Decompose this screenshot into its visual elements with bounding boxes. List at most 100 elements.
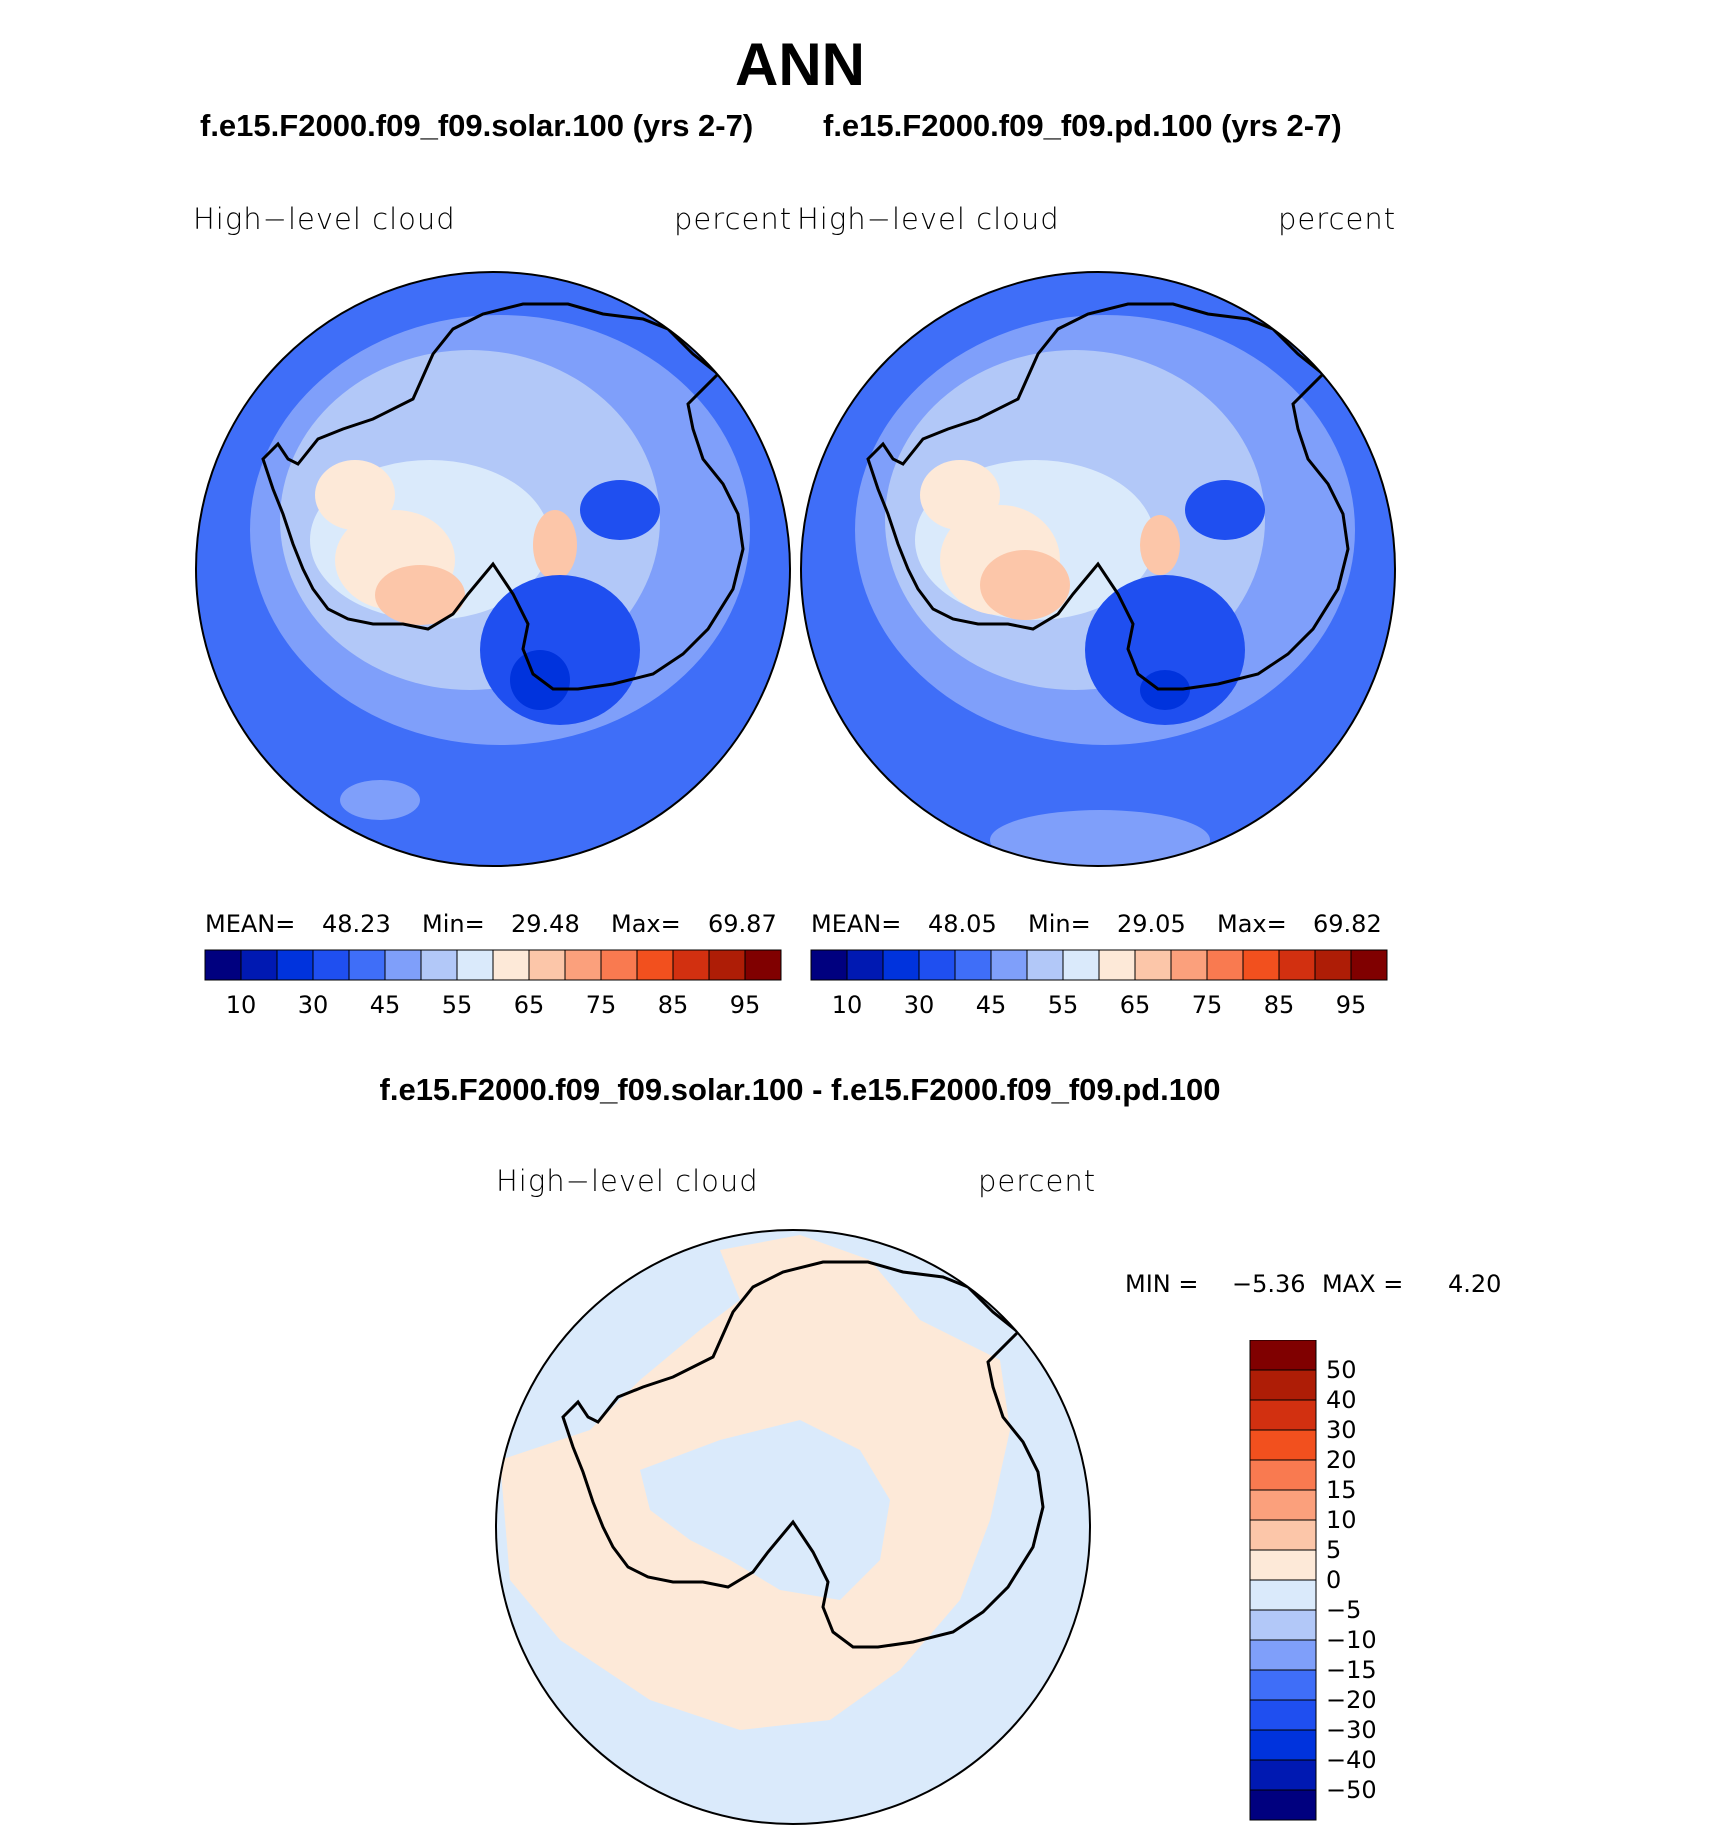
colorbar-right-swatch: [846, 949, 884, 981]
right-max-value: 69.82: [1313, 910, 1382, 938]
diff-min-value: −5.36: [1232, 1270, 1306, 1298]
diff-colorbar-swatch: [1249, 1519, 1317, 1551]
diff-colorbar-swatch: [1249, 1789, 1317, 1821]
colorbar-left-swatch: [456, 949, 494, 981]
colorbar-right-swatch: [1170, 949, 1208, 981]
colorbar-left-tick: 95: [730, 991, 761, 1019]
colorbar-right-tick: 45: [976, 991, 1007, 1019]
map-diff-border: [495, 1229, 1091, 1825]
right-mean-value: 48.05: [928, 910, 997, 938]
diff-max-value: 4.20: [1448, 1270, 1502, 1298]
colorbar-left-swatch: [312, 949, 350, 981]
diff-colorbar-swatch: [1249, 1639, 1317, 1671]
map-right-deep-east: [1185, 480, 1265, 540]
diff-variable: High−level cloud: [496, 1164, 759, 1198]
colorbar-left-swatch: [672, 949, 710, 981]
diff-colorbar-tick: −10: [1326, 1626, 1377, 1654]
colorbar-right-swatch: [990, 949, 1028, 981]
left-min-value: 29.48: [511, 910, 580, 938]
colorbar-right-tick: 65: [1120, 991, 1151, 1019]
case-title-left: f.e15.F2000.f09_f09.solar.100 (yrs 2-7): [200, 108, 754, 143]
diff-colorbar-tick: −20: [1326, 1686, 1377, 1714]
colorbar-right-swatch: [810, 949, 848, 981]
colorbar-left-tick: 85: [658, 991, 689, 1019]
diff-colorbar-tick: −30: [1326, 1716, 1377, 1744]
map-left-border: [195, 271, 791, 867]
diff-colorbar-tick: 5: [1326, 1536, 1341, 1564]
colorbar-left-tick: 55: [442, 991, 473, 1019]
colorbar-left-swatch: [348, 949, 386, 981]
left-max-label: Max=: [611, 910, 681, 938]
map-right-warm-peninsula-north: [920, 460, 1000, 530]
colorbar-right-swatch: [1134, 949, 1172, 981]
colorbar-right-swatch: [954, 949, 992, 981]
map-left-deep-east: [580, 480, 660, 540]
colorbar-right-swatch: [1278, 949, 1316, 981]
case-title-right: f.e15.F2000.f09_f09.pd.100 (yrs 2-7): [823, 108, 1342, 143]
diff-colorbar-swatch: [1249, 1429, 1317, 1461]
colorbar-right-tick: 10: [832, 991, 863, 1019]
map-right-warm-spot: [1140, 515, 1180, 575]
colorbar-left-tick: 10: [226, 991, 257, 1019]
diff-colorbar-tick: −50: [1326, 1776, 1377, 1804]
colorbar-left-tick: 65: [514, 991, 545, 1019]
right-max-label: Max=: [1217, 910, 1287, 938]
colorbar-right-swatch: [1206, 949, 1244, 981]
diff-units: percent: [978, 1164, 1097, 1198]
diff-colorbar-tick: 10: [1326, 1506, 1357, 1534]
panel-right-variable: High−level cloud: [797, 202, 1060, 236]
colorbar-left-swatch: [636, 949, 674, 981]
right-min-value: 29.05: [1117, 910, 1186, 938]
diff-colorbar-tick: −40: [1326, 1746, 1377, 1774]
colorbar-left-swatch: [204, 949, 242, 981]
left-max-value: 69.87: [708, 910, 777, 938]
map-left-warm-peninsula-north: [315, 460, 395, 530]
diff-colorbar-swatch: [1249, 1369, 1317, 1401]
left-mean-label: MEAN=: [205, 910, 296, 938]
map-right-patch: [990, 810, 1210, 866]
colorbar-right-tick: 85: [1264, 991, 1295, 1019]
diff-colorbar-swatch: [1249, 1669, 1317, 1701]
panel-left-units: percent: [674, 202, 793, 236]
right-min-label: Min=: [1028, 910, 1091, 938]
map-left-warm-spot: [533, 510, 577, 580]
colorbar-right-swatch: [1098, 949, 1136, 981]
diff-colorbar-tick: −15: [1326, 1656, 1377, 1684]
panel-left-variable: High−level cloud: [193, 202, 456, 236]
colorbar-left-swatch: [276, 949, 314, 981]
diff-colorbar-tick: 40: [1326, 1386, 1357, 1414]
colorbar-right-swatch: [1350, 949, 1388, 981]
colorbar-left-swatch: [600, 949, 638, 981]
diff-colorbar-tick: 30: [1326, 1416, 1357, 1444]
map-right-deep-south: [1085, 575, 1245, 725]
colorbar-right-swatch: [918, 949, 956, 981]
colorbar-left-tick: 30: [298, 991, 329, 1019]
diff-colorbar-tick: −5: [1326, 1596, 1361, 1624]
diff-colorbar-swatch: [1249, 1340, 1317, 1371]
colorbar-right-tick: 55: [1048, 991, 1079, 1019]
colorbar-left-swatch: [384, 949, 422, 981]
diff-max-label: MAX =: [1322, 1270, 1404, 1298]
diff-colorbar-tick: 15: [1326, 1476, 1357, 1504]
diff-colorbar-tick: 50: [1326, 1356, 1357, 1384]
diff-colorbar-swatch: [1249, 1549, 1317, 1581]
colorbar-left-swatch: [492, 949, 530, 981]
colorbar-left-swatch: [528, 949, 566, 981]
diff-colorbar-swatch: [1249, 1489, 1317, 1521]
diff-min-label: MIN =: [1125, 1270, 1199, 1298]
colorbar-left-swatch: [708, 949, 746, 981]
diff-colorbar-swatch: [1249, 1759, 1317, 1791]
colorbar-right-tick: 75: [1192, 991, 1223, 1019]
diff-colorbar-swatch: [1249, 1609, 1317, 1641]
diff-colorbar-swatch: [1249, 1729, 1317, 1761]
colorbar-right-swatch: [1314, 949, 1352, 981]
colorbar-left-swatch: [744, 949, 782, 981]
map-left-patch: [340, 780, 420, 820]
map-right-border: [800, 271, 1396, 867]
panel-right-units: percent: [1278, 202, 1397, 236]
difference-title: f.e15.F2000.f09_f09.solar.100 - f.e15.F2…: [379, 1072, 1221, 1107]
colorbar-right-tick: 95: [1336, 991, 1367, 1019]
diff-colorbar-swatch: [1249, 1579, 1317, 1611]
